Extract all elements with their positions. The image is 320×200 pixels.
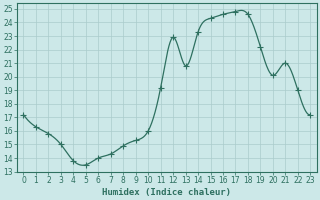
X-axis label: Humidex (Indice chaleur): Humidex (Indice chaleur) <box>102 188 231 197</box>
